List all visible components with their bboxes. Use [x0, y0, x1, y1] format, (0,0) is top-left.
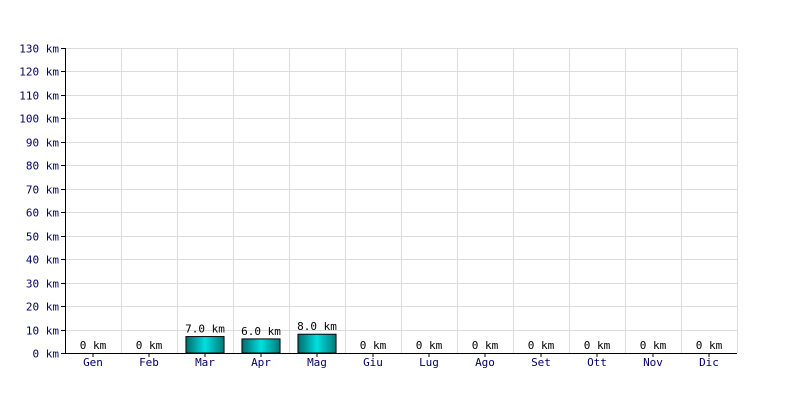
- y-tick-label: 0 km: [33, 348, 60, 361]
- y-tick-label: 70 km: [26, 184, 59, 197]
- bar-apr: [241, 338, 281, 354]
- y-tick-label: 20 km: [26, 301, 59, 314]
- y-tick-label: 120 km: [19, 66, 59, 79]
- x-tick-label-ago: Ago: [475, 356, 495, 369]
- y-tick-label: 100 km: [19, 113, 59, 126]
- data-label-apr: 6.0 km: [241, 325, 281, 338]
- x-tick-label-gen: Gen: [83, 356, 103, 369]
- x-tick-label-lug: Lug: [419, 356, 439, 369]
- data-label-ott: 0 km: [584, 339, 611, 352]
- data-label-ago: 0 km: [472, 339, 499, 352]
- data-label-nov: 0 km: [640, 339, 667, 352]
- data-label-set: 0 km: [528, 339, 555, 352]
- data-label-lug: 0 km: [416, 339, 443, 352]
- x-tick-label-nov: Nov: [643, 356, 663, 369]
- y-tick-label: 50 km: [26, 231, 59, 244]
- x-tick-label-mar: Mar: [195, 356, 215, 369]
- x-tick-label-set: Set: [531, 356, 551, 369]
- data-label-mag: 8.0 km: [297, 320, 337, 333]
- x-tick-label-mag: Mag: [307, 356, 327, 369]
- x-tick-label-dic: Dic: [699, 356, 719, 369]
- y-tick-label: 80 km: [26, 160, 59, 173]
- x-tick-label-apr: Apr: [251, 356, 271, 369]
- bar-mar: [185, 336, 225, 354]
- data-label-giu: 0 km: [360, 339, 387, 352]
- x-tick-label-feb: Feb: [139, 356, 159, 369]
- y-tick-label: 40 km: [26, 254, 59, 267]
- data-label-gen: 0 km: [80, 339, 107, 352]
- bars: [185, 333, 337, 354]
- y-tick-label: 110 km: [19, 90, 59, 103]
- grid: [65, 48, 738, 353]
- y-tick-label: 130 km: [19, 43, 59, 56]
- x-tick-label-giu: Giu: [363, 356, 383, 369]
- labels: 0 km 10 km 20 km 30 km 40 km 50 km 60 km 70 km 8…: [19, 43, 722, 370]
- data-label-mar: 7.0 km: [185, 323, 225, 336]
- y-tick-label: 90 km: [26, 137, 59, 150]
- y-tick-label: 30 km: [26, 278, 59, 291]
- bar-mag: [297, 333, 337, 354]
- y-tick-label: 60 km: [26, 207, 59, 220]
- axes: [61, 48, 737, 357]
- data-label-feb: 0 km: [136, 339, 163, 352]
- x-tick-label-ott: Ott: [587, 356, 607, 369]
- y-tick-label: 10 km: [26, 325, 59, 338]
- data-label-dic: 0 km: [696, 339, 723, 352]
